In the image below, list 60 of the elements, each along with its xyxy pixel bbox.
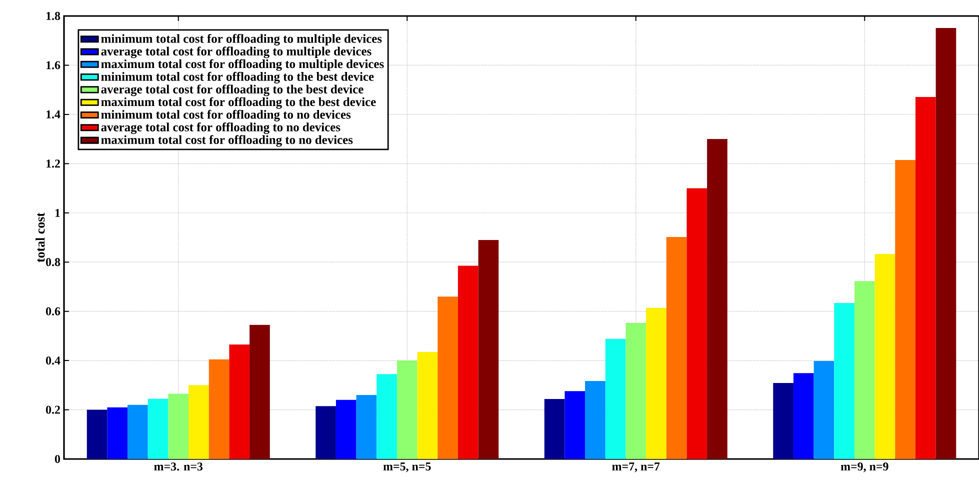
bar bbox=[438, 296, 458, 459]
bar bbox=[376, 374, 397, 459]
bar bbox=[148, 398, 168, 459]
bar bbox=[915, 96, 936, 459]
legend-label: maximum total cost for offloading to no devices bbox=[101, 135, 353, 147]
bar bbox=[834, 302, 854, 459]
legend-label: average total cost for offloading to multiple devices bbox=[101, 46, 372, 58]
legend-label: average total cost for offloading to the best device bbox=[101, 84, 364, 96]
bar bbox=[417, 352, 438, 459]
bar bbox=[814, 361, 834, 459]
bar bbox=[707, 139, 728, 459]
bar bbox=[107, 407, 128, 459]
x-tick-label: m=3. n=3 bbox=[154, 462, 203, 471]
legend-label: minimum total cost for offloading to multiple devices bbox=[101, 34, 382, 46]
x-tick-label: m=9, n=9 bbox=[840, 462, 888, 472]
y-tick-label: 1.6 bbox=[46, 61, 60, 70]
bar bbox=[478, 240, 499, 459]
y-tick-label: 1.8 bbox=[46, 12, 60, 20]
x-tick-label: m=5, n=5 bbox=[383, 462, 431, 472]
bar bbox=[208, 359, 230, 459]
bar bbox=[250, 324, 270, 459]
bar bbox=[605, 338, 626, 459]
bar bbox=[458, 266, 478, 459]
legend-label: maximum total cost for offloading to the best device bbox=[101, 97, 376, 109]
x-tick-label: m=7, n=7 bbox=[612, 462, 660, 472]
bar bbox=[936, 28, 956, 459]
bar bbox=[626, 322, 646, 459]
bar bbox=[564, 391, 586, 459]
y-tick-label: 0.8 bbox=[46, 258, 60, 266]
bar bbox=[544, 398, 565, 459]
legend-label: minimum total cost for offloading to the best device bbox=[101, 72, 374, 84]
y-tick-label: 0.6 bbox=[46, 307, 60, 316]
y-tick-label: 0.4 bbox=[46, 356, 60, 365]
y-tick-label: 1.2 bbox=[46, 160, 60, 168]
bar bbox=[854, 281, 875, 459]
bar bbox=[336, 400, 356, 459]
bar bbox=[229, 344, 250, 459]
bar bbox=[666, 237, 687, 459]
legend-label: minimum total cost for offloading to no devices bbox=[101, 110, 351, 122]
y-tick-label: 1 bbox=[55, 208, 60, 217]
bar bbox=[316, 406, 336, 459]
bar bbox=[86, 410, 108, 459]
legend-label: average total cost for offloading to no devices bbox=[101, 122, 340, 134]
legend-label: maximum total cost for offloading to multiple devices bbox=[101, 59, 384, 71]
bar bbox=[396, 360, 418, 459]
bar bbox=[895, 160, 916, 459]
bar bbox=[168, 394, 189, 459]
y-tick-label: 0 bbox=[54, 454, 60, 464]
bar bbox=[773, 382, 794, 459]
bar bbox=[356, 395, 377, 459]
bar bbox=[686, 188, 708, 459]
bar bbox=[646, 308, 666, 459]
bar bbox=[874, 254, 896, 459]
y-tick-label: 1.4 bbox=[46, 110, 60, 118]
y-axis-title: total cost bbox=[36, 212, 45, 262]
bar bbox=[188, 385, 209, 459]
y-tick-label: 0.2 bbox=[46, 406, 60, 414]
bar bbox=[585, 380, 606, 459]
bar bbox=[793, 373, 814, 459]
bar bbox=[128, 404, 148, 459]
